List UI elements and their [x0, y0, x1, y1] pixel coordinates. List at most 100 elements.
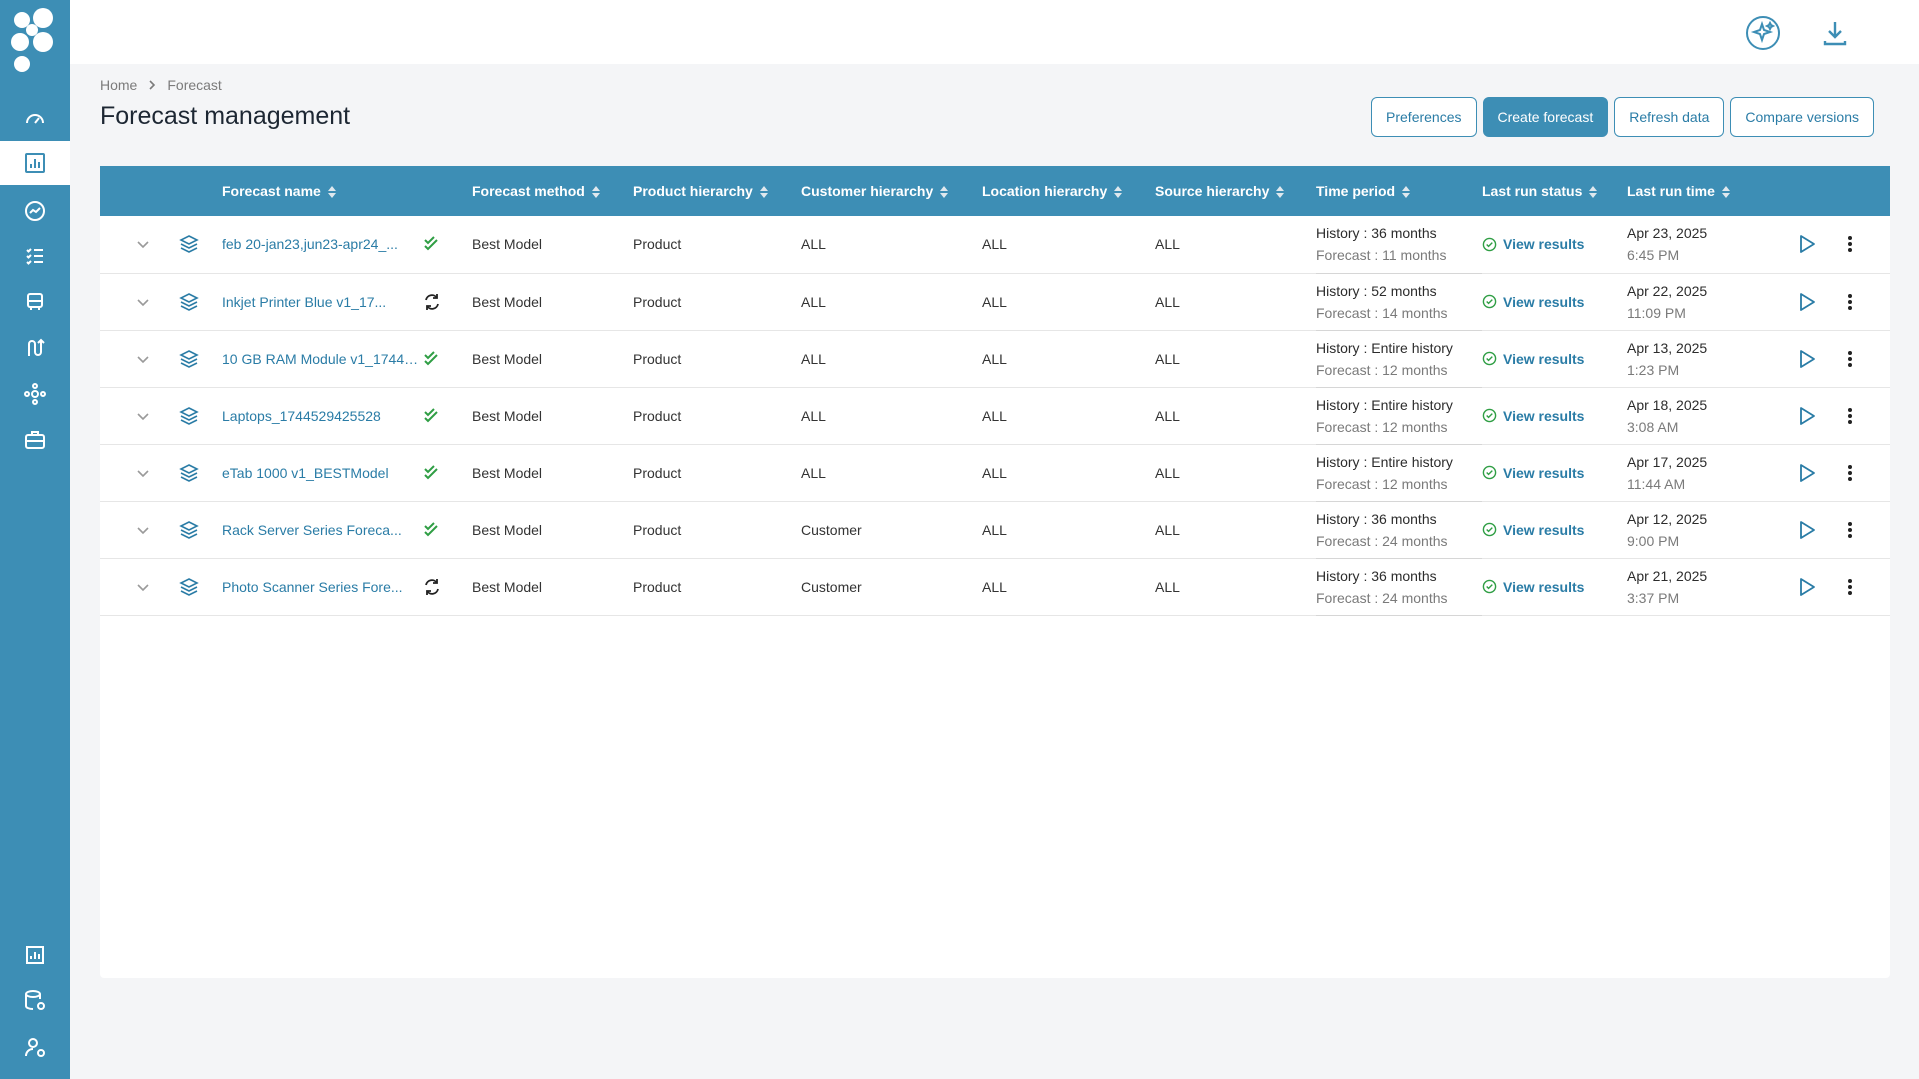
compare-versions-button[interactable]: Compare versions — [1730, 97, 1874, 137]
table-row[interactable]: feb 20-jan23,jun23-apr24_... Best Model … — [100, 216, 1890, 274]
play-icon[interactable] — [1797, 519, 1817, 541]
more-vertical-icon[interactable] — [1847, 235, 1853, 253]
col-location-hierarchy[interactable]: Location hierarchy — [982, 166, 1155, 216]
chevron-down-icon[interactable] — [136, 239, 150, 249]
refresh-data-button[interactable]: Refresh data — [1614, 97, 1725, 137]
view-results-link[interactable]: View results — [1482, 522, 1627, 538]
nav-item-data-settings[interactable] — [0, 979, 70, 1023]
chevron-down-icon[interactable] — [136, 297, 150, 307]
view-results-link[interactable]: View results — [1482, 465, 1627, 481]
play-icon[interactable] — [1797, 348, 1817, 370]
location-hierarchy-cell: ALL — [982, 578, 1007, 595]
download-button[interactable] — [1816, 14, 1854, 52]
create-forecast-button[interactable]: Create forecast — [1482, 97, 1609, 137]
more-vertical-icon[interactable] — [1847, 464, 1853, 482]
forecast-method-cell: Best Model — [472, 293, 543, 310]
sort-icon — [1721, 186, 1730, 199]
forecast-name-link[interactable]: 10 GB RAM Module v1_17445... — [222, 350, 422, 367]
forecast-name-link[interactable]: Laptops_1744529425528 — [222, 407, 381, 424]
user-settings-icon — [25, 1038, 45, 1057]
view-results-link[interactable]: View results — [1482, 236, 1627, 252]
sparkle-ai-icon — [1746, 16, 1780, 50]
more-vertical-icon[interactable] — [1847, 578, 1853, 596]
chevron-right-icon — [149, 80, 156, 90]
col-forecast-name[interactable]: Forecast name — [222, 166, 422, 216]
nav-item-trends[interactable] — [0, 189, 70, 233]
layers-icon — [179, 349, 199, 368]
table-header-row: Forecast name Forecast method Product hi… — [100, 166, 1890, 216]
chevron-down-icon[interactable] — [136, 411, 150, 421]
forecast-text: Forecast : 24 months — [1316, 589, 1448, 606]
database-settings-icon — [25, 990, 45, 1010]
chevron-down-icon[interactable] — [136, 468, 150, 478]
layers-icon — [179, 577, 199, 596]
more-vertical-icon[interactable] — [1847, 350, 1853, 368]
table-row[interactable]: Inkjet Printer Blue v1_17... Best Model … — [100, 273, 1890, 331]
sort-icon — [759, 186, 768, 199]
top-bar: R — [70, 0, 1919, 64]
time-period-cell: History : Entire history Forecast : 12 m… — [1316, 330, 1482, 388]
flower-logo-icon[interactable] — [10, 8, 60, 74]
check-circle-icon — [1482, 465, 1497, 480]
col-source-hierarchy[interactable]: Source hierarchy — [1155, 166, 1316, 216]
nav-item-logistics[interactable] — [0, 280, 70, 324]
more-vertical-icon[interactable] — [1847, 521, 1853, 539]
sort-icon — [327, 186, 336, 199]
sort-icon — [1114, 186, 1123, 199]
last-run-time-cell: Apr 22, 2025 11:09 PM — [1627, 282, 1708, 321]
forecast-name-link[interactable]: Inkjet Printer Blue v1_17... — [222, 293, 387, 310]
table-row[interactable]: Photo Scanner Series Fore... Best Model … — [100, 558, 1890, 616]
nav-item-forecast[interactable] — [0, 141, 70, 185]
forecast-name-link[interactable]: eTab 1000 v1_BESTModel — [222, 464, 389, 481]
nav-item-network[interactable] — [0, 372, 70, 416]
table-row[interactable]: Rack Server Series Foreca... Best Model … — [100, 501, 1890, 559]
col-last-run-time[interactable]: Last run time — [1627, 166, 1783, 216]
table-row[interactable]: 10 GB RAM Module v1_17445... Best Model … — [100, 330, 1890, 388]
location-hierarchy-cell: ALL — [982, 236, 1007, 253]
more-vertical-icon[interactable] — [1847, 293, 1853, 311]
view-results-link[interactable]: View results — [1482, 294, 1627, 310]
forecast-name-link[interactable]: Photo Scanner Series Fore... — [222, 578, 403, 595]
col-product-hierarchy[interactable]: Product hierarchy — [633, 166, 801, 216]
checklist-icon — [26, 248, 43, 265]
nav-item-tasks[interactable] — [0, 234, 70, 278]
play-icon[interactable] — [1797, 233, 1817, 255]
view-results-link[interactable]: View results — [1482, 408, 1627, 424]
forecast-table: Forecast name Forecast method Product hi… — [100, 166, 1890, 616]
ai-assistant-button[interactable] — [1744, 14, 1782, 52]
nav-item-analytics[interactable] — [0, 933, 70, 977]
product-hierarchy-cell: Product — [633, 407, 682, 424]
chevron-down-icon[interactable] — [136, 525, 150, 535]
last-run-time-cell: Apr 18, 2025 3:08 AM — [1627, 396, 1708, 435]
forecast-name-link[interactable]: feb 20-jan23,jun23-apr24_... — [222, 236, 398, 253]
col-customer-hierarchy[interactable]: Customer hierarchy — [801, 166, 982, 216]
table-row[interactable]: Laptops_1744529425528 Best Model Product… — [100, 387, 1890, 445]
view-results-link[interactable]: View results — [1482, 579, 1627, 595]
layers-icon — [179, 292, 199, 311]
check-circle-icon — [1482, 408, 1497, 423]
nav-item-user-settings[interactable] — [0, 1025, 70, 1069]
nav-item-routes[interactable] — [0, 326, 70, 370]
sync-icon — [425, 293, 439, 310]
play-icon[interactable] — [1797, 405, 1817, 427]
nav-item-portfolio[interactable] — [0, 418, 70, 462]
view-results-link[interactable]: View results — [1482, 351, 1627, 367]
forecast-name-link[interactable]: Rack Server Series Foreca... — [222, 521, 402, 538]
play-icon[interactable] — [1797, 576, 1817, 598]
more-vertical-icon[interactable] — [1847, 407, 1853, 425]
customer-hierarchy-cell: Customer — [801, 578, 862, 595]
play-icon[interactable] — [1797, 291, 1817, 313]
forecast-method-cell: Best Model — [472, 236, 543, 253]
source-hierarchy-cell: ALL — [1155, 578, 1180, 595]
breadcrumb-home[interactable]: Home — [100, 77, 138, 93]
preferences-button[interactable]: Preferences — [1371, 97, 1477, 137]
table-row[interactable]: eTab 1000 v1_BESTModel Best Model Produc… — [100, 444, 1890, 502]
col-last-run-status[interactable]: Last run status — [1482, 166, 1627, 216]
nav-item-dashboard[interactable] — [0, 96, 70, 140]
play-icon[interactable] — [1797, 462, 1817, 484]
product-hierarchy-cell: Product — [633, 293, 682, 310]
chevron-down-icon[interactable] — [136, 582, 150, 592]
col-forecast-method[interactable]: Forecast method — [472, 166, 633, 216]
chevron-down-icon[interactable] — [136, 354, 150, 364]
col-time-period[interactable]: Time period — [1316, 166, 1482, 216]
